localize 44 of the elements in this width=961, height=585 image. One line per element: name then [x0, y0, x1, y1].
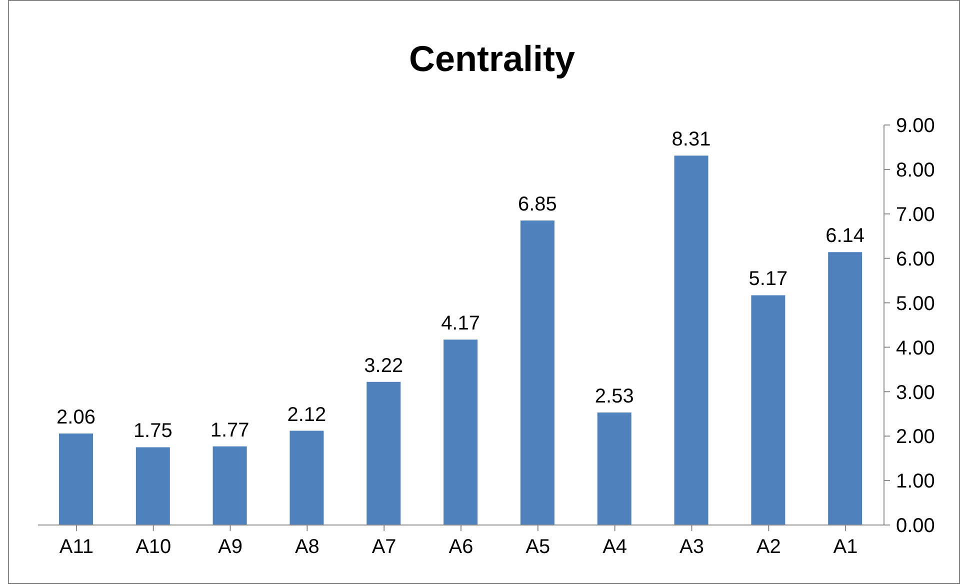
x-tick-label: A4 — [602, 536, 628, 558]
x-tick-label: A1 — [833, 536, 858, 558]
data-label: 2.06 — [56, 406, 96, 428]
data-label: 2.12 — [287, 404, 326, 426]
bar — [212, 446, 247, 525]
data-label: 4.17 — [441, 312, 480, 335]
x-tick-label: A5 — [526, 536, 550, 558]
data-label: 1.75 — [133, 420, 172, 442]
data-label: 6.14 — [826, 225, 865, 248]
y-tick-label: 8.00 — [896, 160, 935, 182]
x-tick-label: A10 — [136, 536, 172, 558]
data-label: 8.31 — [672, 128, 711, 151]
x-tick-label: A2 — [756, 536, 781, 558]
x-tick-label: A7 — [372, 536, 396, 558]
x-tick-label: A6 — [448, 536, 474, 558]
y-tick-label: 3.00 — [896, 382, 935, 404]
data-label: 3.22 — [364, 354, 404, 377]
y-tick-label: 1.00 — [896, 470, 935, 493]
chart-title: Centrality — [408, 38, 576, 80]
bar — [59, 433, 93, 525]
bar — [366, 382, 401, 525]
y-tick-label: 2.00 — [896, 426, 935, 448]
y-tick-label: 4.00 — [896, 337, 935, 360]
bar — [136, 447, 170, 525]
x-tick-label: A8 — [294, 536, 320, 558]
bar — [520, 220, 554, 525]
bar — [290, 430, 324, 525]
x-tick-label: A11 — [59, 536, 94, 558]
bar — [674, 156, 708, 525]
bar — [828, 252, 862, 525]
data-label: 6.85 — [518, 194, 557, 216]
y-tick-label: 9.00 — [896, 115, 935, 138]
bar — [597, 412, 632, 525]
bar — [444, 340, 478, 525]
x-tick-label: A9 — [218, 536, 243, 558]
y-tick-label: 0.00 — [896, 515, 935, 538]
bar — [751, 295, 786, 525]
data-label: 2.53 — [594, 386, 634, 408]
x-tick-label: A3 — [679, 536, 704, 558]
y-tick-label: 5.00 — [896, 292, 935, 315]
data-label: 1.77 — [210, 419, 250, 442]
y-tick-label: 6.00 — [896, 248, 935, 270]
y-tick-label: 7.00 — [896, 204, 935, 226]
data-label: 5.17 — [748, 268, 788, 290]
